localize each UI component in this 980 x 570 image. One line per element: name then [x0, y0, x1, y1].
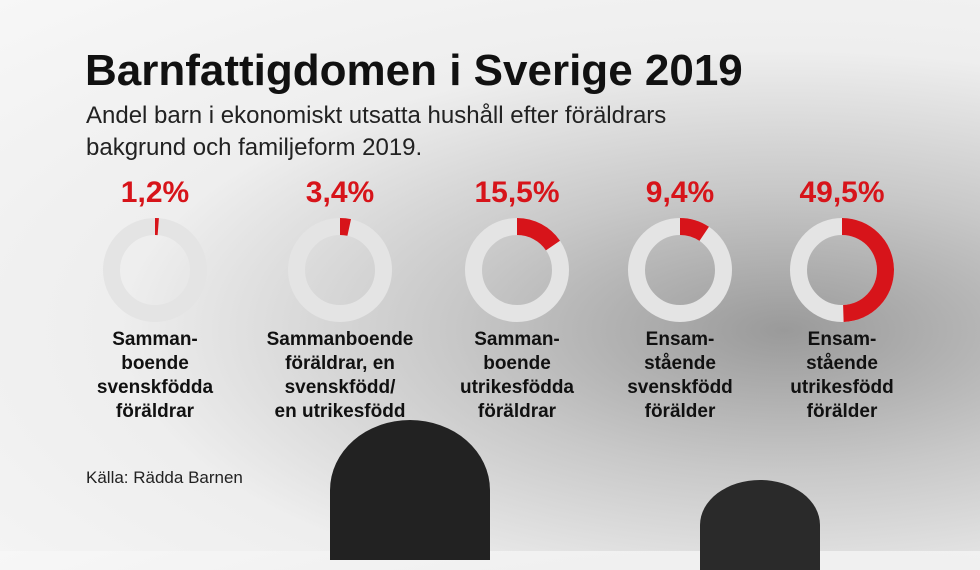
donut-segment: [842, 218, 894, 322]
donut-segment: [517, 218, 561, 251]
chart-title: Barnfattigdomen i Sverige 2019: [85, 46, 743, 95]
donut-track: [288, 218, 392, 322]
donut-track: [628, 218, 732, 322]
value-label: 15,5%: [474, 176, 560, 209]
donut-track: [103, 218, 207, 322]
category-label: Sammanboende föräldrar, en svenskfödd/ e…: [266, 329, 414, 422]
category-label: Ensam- stående svenskfödd förälder: [627, 329, 733, 422]
value-label: 49,5%: [799, 176, 885, 209]
category-label: Samman- boende utrikesfödda föräldrar: [459, 329, 575, 422]
value-label: 3,4%: [305, 176, 375, 209]
value-label: 9,4%: [645, 176, 715, 209]
category-label: Ensam- stående utrikesfödd förälder: [790, 329, 894, 422]
donut-segment: [155, 218, 159, 236]
chart: [103, 218, 894, 322]
source: Källa: Rädda Barnen: [86, 468, 243, 487]
category-label: Samman- boende svenskfödda föräldrar: [96, 329, 214, 422]
background-shape: [330, 420, 490, 560]
chart-subtitle: Andel barn i ekonomiskt utsatta hushåll …: [86, 102, 667, 161]
donut-segment: [680, 218, 709, 241]
donut-segment: [340, 218, 352, 236]
value-label: 1,2%: [120, 176, 190, 209]
